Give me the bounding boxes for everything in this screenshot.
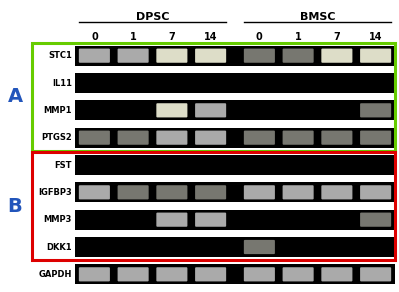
FancyBboxPatch shape [321, 185, 352, 199]
FancyBboxPatch shape [156, 131, 188, 145]
FancyBboxPatch shape [282, 267, 314, 281]
Text: 7: 7 [334, 32, 340, 42]
FancyBboxPatch shape [360, 103, 391, 117]
Bar [75, 46, 395, 65]
FancyBboxPatch shape [79, 185, 110, 199]
Text: A: A [8, 87, 23, 106]
Bar [75, 128, 395, 147]
Text: FST: FST [55, 161, 72, 169]
FancyBboxPatch shape [156, 103, 188, 117]
FancyBboxPatch shape [360, 185, 391, 199]
FancyBboxPatch shape [321, 48, 352, 63]
Text: B: B [8, 197, 22, 215]
FancyBboxPatch shape [282, 48, 314, 63]
Bar [75, 73, 395, 93]
Text: 0: 0 [256, 32, 263, 42]
Text: 7: 7 [168, 32, 175, 42]
Text: DPSC: DPSC [136, 12, 169, 22]
Text: IGFBP3: IGFBP3 [38, 188, 72, 197]
FancyBboxPatch shape [360, 131, 391, 145]
FancyBboxPatch shape [195, 213, 226, 227]
Text: IL11: IL11 [52, 79, 72, 88]
FancyBboxPatch shape [195, 267, 226, 281]
Text: PTGS2: PTGS2 [41, 133, 72, 142]
Text: BMSC: BMSC [300, 12, 335, 22]
Text: STC1: STC1 [48, 51, 72, 60]
Text: DKK1: DKK1 [46, 242, 72, 251]
FancyBboxPatch shape [360, 48, 391, 63]
FancyBboxPatch shape [118, 48, 149, 63]
Bar [75, 237, 395, 257]
FancyBboxPatch shape [282, 185, 314, 199]
Bar [75, 265, 395, 284]
Text: 0: 0 [91, 32, 98, 42]
Bar [75, 182, 395, 202]
FancyBboxPatch shape [282, 131, 314, 145]
Text: MMP3: MMP3 [43, 215, 72, 224]
FancyBboxPatch shape [321, 267, 352, 281]
FancyBboxPatch shape [360, 213, 391, 227]
FancyBboxPatch shape [118, 131, 149, 145]
Bar [75, 100, 395, 120]
Text: 14: 14 [369, 32, 382, 42]
FancyBboxPatch shape [195, 48, 226, 63]
Text: GAPDH: GAPDH [39, 270, 72, 279]
FancyBboxPatch shape [360, 267, 391, 281]
FancyBboxPatch shape [118, 267, 149, 281]
FancyBboxPatch shape [195, 131, 226, 145]
Bar [32, 43, 395, 150]
FancyBboxPatch shape [244, 267, 275, 281]
FancyBboxPatch shape [195, 103, 226, 117]
FancyBboxPatch shape [156, 213, 188, 227]
FancyBboxPatch shape [79, 48, 110, 63]
Bar [75, 210, 395, 230]
Text: MMP1: MMP1 [43, 106, 72, 115]
FancyBboxPatch shape [79, 131, 110, 145]
FancyBboxPatch shape [321, 131, 352, 145]
Bar [75, 155, 395, 175]
FancyBboxPatch shape [156, 185, 188, 199]
Text: 14: 14 [204, 32, 217, 42]
FancyBboxPatch shape [195, 185, 226, 199]
FancyBboxPatch shape [244, 240, 275, 254]
FancyBboxPatch shape [244, 48, 275, 63]
FancyBboxPatch shape [156, 267, 188, 281]
FancyBboxPatch shape [79, 267, 110, 281]
FancyBboxPatch shape [244, 185, 275, 199]
Text: 1: 1 [130, 32, 136, 42]
FancyBboxPatch shape [118, 185, 149, 199]
Bar [32, 152, 395, 260]
FancyBboxPatch shape [244, 131, 275, 145]
Text: 1: 1 [295, 32, 302, 42]
FancyBboxPatch shape [156, 48, 188, 63]
